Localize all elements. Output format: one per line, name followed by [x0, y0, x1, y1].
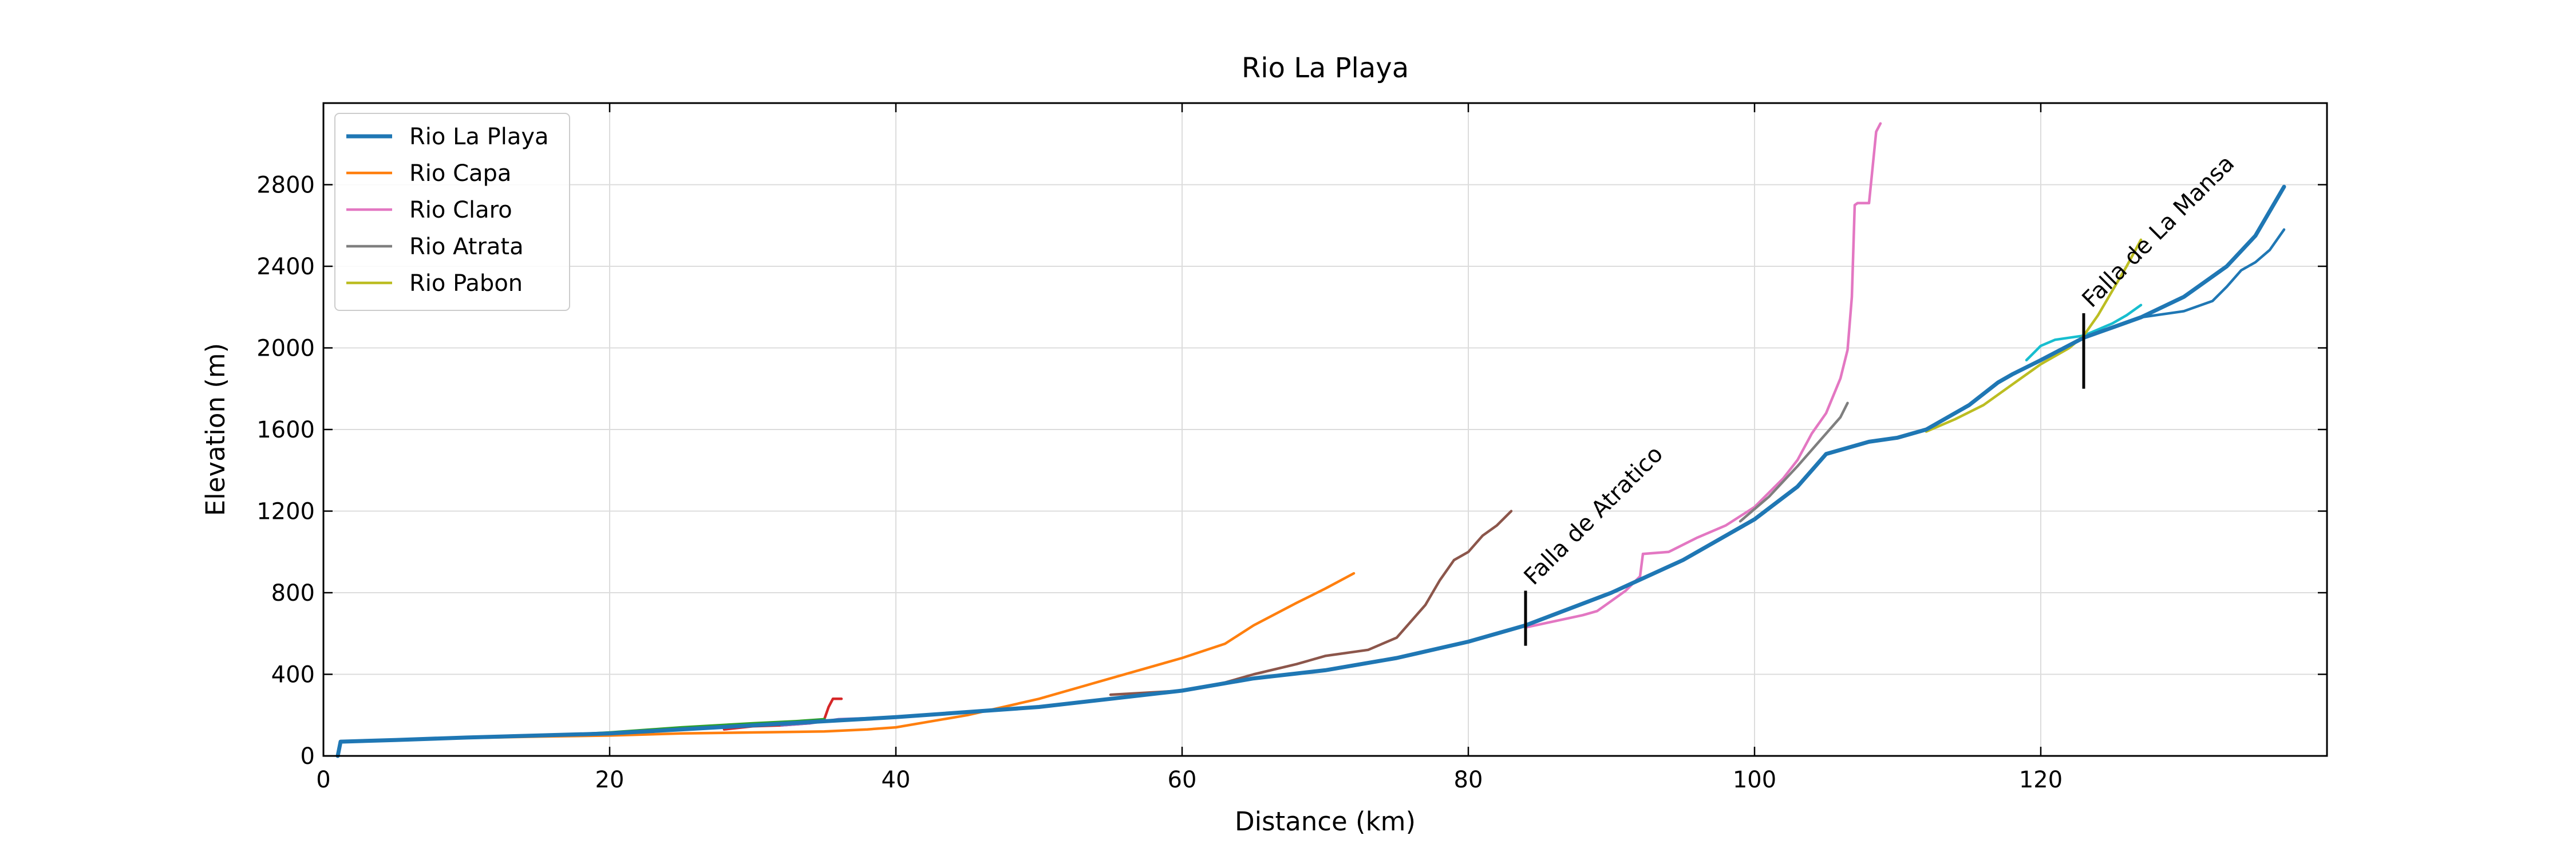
series-line-rio-la-playa	[335, 184, 2286, 758]
chart-title: Rio La Playa	[1242, 52, 1409, 84]
legend-label: Rio Claro	[409, 197, 512, 223]
series-line-rio-pabon	[1925, 238, 2143, 433]
x-tick-label: 80	[1454, 767, 1483, 793]
series-line-tributary-6	[1109, 510, 1513, 696]
y-tick-label: 1200	[256, 499, 315, 525]
x-tick-label: 120	[2019, 767, 2063, 793]
legend-label: Rio La Playa	[409, 124, 549, 150]
series-lines	[335, 122, 2286, 758]
y-tick-label: 1600	[256, 417, 315, 443]
x-tick-label: 40	[882, 767, 911, 793]
x-axis-label: Distance (km)	[1235, 806, 1416, 837]
y-tick-label: 2400	[256, 254, 315, 280]
legend-label: Rio Pabon	[409, 270, 523, 297]
y-tick-label: 2000	[256, 336, 315, 362]
legend-label: Rio Atrata	[409, 234, 524, 260]
x-tick-label: 100	[1733, 767, 1776, 793]
legend: Rio La Playa Rio Capa Rio Claro Rio Atrata R…	[334, 113, 570, 311]
y-tick-label: 400	[271, 662, 315, 688]
y-tick-label: 800	[271, 580, 315, 606]
y-axis-label: Elevation (m)	[200, 343, 231, 516]
series-line-rio-capa	[436, 572, 1356, 740]
legend-box	[334, 113, 570, 311]
x-tick-label: 0	[316, 767, 330, 793]
y-tick-label: 2800	[256, 172, 315, 199]
legend-label: Rio Capa	[409, 160, 511, 187]
x-tick-label: 60	[1168, 767, 1197, 793]
series-line-rio-atrata	[1739, 401, 1849, 523]
axis-ticks: 0 20 40 60 80 100 1200400800120016002000240028…	[256, 103, 2327, 793]
series-line-rio-claro	[1524, 122, 1882, 629]
x-tick-label: 20	[595, 767, 625, 793]
y-tick-label: 0	[301, 743, 315, 770]
